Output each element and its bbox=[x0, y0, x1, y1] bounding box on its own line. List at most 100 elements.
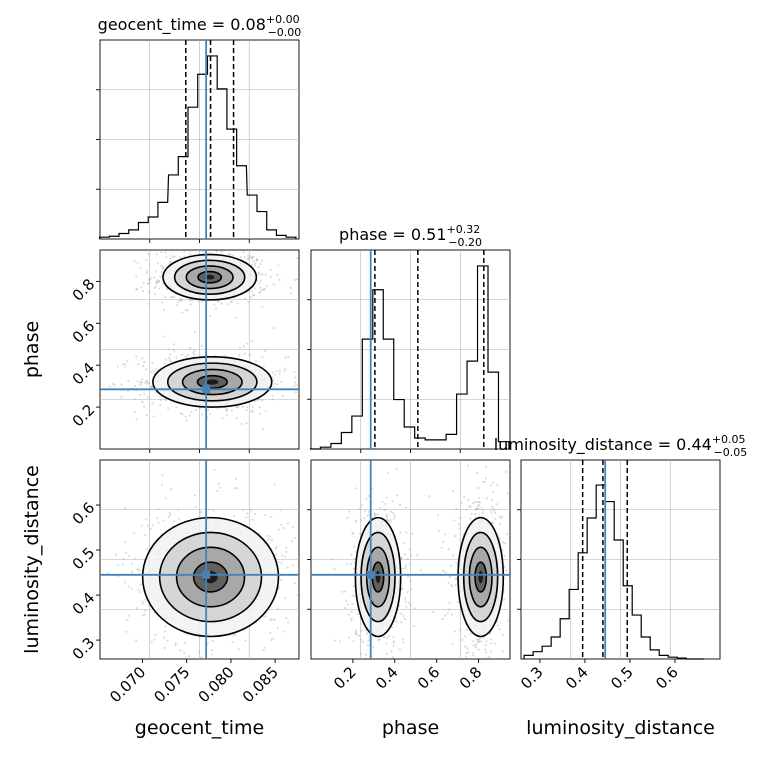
panel2d-geocent-time-vs-phase-sample-point bbox=[235, 405, 238, 409]
panel2d-phase-vs-luminosity-distance-sample-point bbox=[501, 549, 504, 552]
panel2d-geocent-time-vs-phase-sample-point bbox=[258, 273, 261, 276]
panel2d-geocent-time-vs-luminosity-distance-sample-point bbox=[123, 507, 127, 510]
panel2d-phase-vs-luminosity-distance-sample-point bbox=[353, 557, 356, 561]
panel2d-phase-vs-luminosity-distance-sample-point bbox=[359, 652, 362, 656]
hist-phase-title-sub: −0.20 bbox=[448, 236, 482, 249]
panel2d-geocent-time-vs-phase-sample-point bbox=[274, 382, 277, 385]
panel2d-phase-vs-luminosity-distance-sample-point bbox=[485, 497, 489, 500]
panel2d-geocent-time-vs-phase-sample-point bbox=[135, 418, 138, 421]
panel2d-geocent-time-vs-luminosity-distance-sample-point bbox=[123, 541, 127, 544]
panel2d-phase-vs-luminosity-distance-sample-point bbox=[396, 494, 399, 497]
panel2d-phase-vs-luminosity-distance-sample-point bbox=[445, 662, 447, 664]
panel2d-geocent-time-vs-phase-sample-point bbox=[254, 359, 257, 363]
panel2d-geocent-time-vs-phase-sample-point bbox=[283, 369, 286, 373]
panel2d-phase-vs-luminosity-distance-sample-point bbox=[489, 484, 492, 487]
panel2d-phase-vs-luminosity-distance-sample-point bbox=[465, 508, 468, 511]
panel2d-phase-vs-luminosity-distance-sample-point bbox=[455, 562, 458, 565]
panel2d-phase-vs-luminosity-distance-sample-point bbox=[389, 510, 392, 513]
panel2d-phase-vs-luminosity-distance-sample-point bbox=[364, 653, 367, 656]
panel2d-phase-vs-luminosity-distance-sample-point bbox=[378, 507, 382, 510]
panel2d-geocent-time-vs-phase-sample-point bbox=[167, 348, 170, 351]
panel2d-geocent-time-vs-phase-sample-point bbox=[184, 309, 187, 312]
panel2d-phase-vs-luminosity-distance-sample-point bbox=[505, 569, 508, 572]
panel2d-geocent-time-vs-luminosity-distance-sample-point bbox=[282, 527, 285, 530]
panel2d-phase-vs-luminosity-distance-sample-point bbox=[383, 657, 386, 659]
panel2d-phase-vs-luminosity-distance-sample-point bbox=[500, 516, 503, 520]
panel2d-geocent-time-vs-luminosity-distance-sample-point bbox=[285, 550, 288, 554]
panel2d-phase-vs-luminosity-distance-xlabel: phase bbox=[382, 717, 439, 739]
panel2d-geocent-time-vs-luminosity-distance-truth-marker bbox=[202, 570, 211, 579]
panel2d-geocent-time-vs-phase-sample-point bbox=[145, 271, 148, 275]
panel2d-geocent-time-vs-phase-sample-point bbox=[216, 248, 218, 250]
panel2d-phase-vs-luminosity-distance-sample-point bbox=[367, 639, 370, 642]
panel2d-geocent-time-vs-luminosity-distance-sample-point bbox=[187, 655, 191, 658]
hist-luminosity-distance-xtick-label: 0.3 bbox=[517, 663, 547, 693]
panel2d-geocent-time-vs-phase-sample-point bbox=[260, 399, 264, 402]
hist-phase-bin bbox=[383, 339, 393, 449]
panel2d-geocent-time-vs-luminosity-distance-xtick-label: 0.075 bbox=[150, 663, 193, 706]
panel2d-geocent-time-vs-luminosity-distance-sample-point bbox=[150, 641, 154, 644]
panel2d-phase-vs-luminosity-distance-sample-point bbox=[494, 511, 497, 515]
panel2d-geocent-time-vs-luminosity-distance-sample-point bbox=[157, 521, 160, 525]
panel2d-geocent-time-vs-phase-sample-point bbox=[152, 276, 156, 279]
panel2d-phase-vs-luminosity-distance-sample-point bbox=[489, 508, 493, 511]
panel2d-geocent-time-vs-phase-sample-point bbox=[247, 301, 250, 304]
panel2d-geocent-time-vs-phase-sample-point bbox=[179, 412, 182, 415]
panel2d-geocent-time-vs-phase-sample-point bbox=[271, 398, 274, 401]
panel2d-phase-vs-luminosity-distance-sample-point bbox=[477, 648, 480, 651]
panel2d-geocent-time-vs-luminosity-distance-sample-point bbox=[155, 517, 159, 520]
panel2d-phase-vs-luminosity-distance-sample-point bbox=[416, 554, 419, 557]
panel2d-geocent-time-vs-phase-sample-point bbox=[253, 287, 256, 290]
panel2d-phase-vs-luminosity-distance-sample-point bbox=[402, 615, 405, 618]
panel2d-phase-vs-luminosity-distance-sample-point bbox=[481, 511, 484, 515]
panel2d-geocent-time-vs-luminosity-distance-sample-point bbox=[293, 537, 297, 540]
panel2d-geocent-time-vs-luminosity-distance-sample-point bbox=[245, 516, 248, 519]
panel2d-phase-vs-luminosity-distance-sample-point bbox=[474, 513, 477, 516]
panel2d-phase-vs-luminosity-distance-sample-point bbox=[405, 605, 408, 609]
panel2d-phase-vs-luminosity-distance-sample-point bbox=[339, 640, 342, 643]
panel2d-phase-vs-luminosity-distance-sample-point bbox=[503, 598, 506, 601]
panel2d-geocent-time-vs-luminosity-distance-sample-point bbox=[164, 497, 167, 500]
panel2d-geocent-time-vs-luminosity-distance-xtick-label: 0.080 bbox=[195, 663, 238, 706]
panel2d-geocent-time-vs-phase-sample-point bbox=[245, 342, 249, 345]
panel2d-phase-vs-luminosity-distance-sample-point bbox=[366, 514, 369, 517]
panel2d-geocent-time-vs-luminosity-distance-xtick-label: 0.070 bbox=[106, 663, 149, 706]
panel2d-geocent-time-vs-phase-sample-point bbox=[186, 308, 189, 312]
panel2d-geocent-time-vs-phase-sample-point bbox=[242, 250, 245, 254]
panel2d-phase-vs-luminosity-distance-sample-point bbox=[411, 533, 414, 536]
panel2d-geocent-time-vs-phase-ytick-label: 0.4 bbox=[69, 359, 99, 389]
panel2d-geocent-time-vs-phase-contour bbox=[181, 368, 243, 396]
panel2d-phase-vs-luminosity-distance-sample-point bbox=[478, 496, 481, 499]
panel2d-geocent-time-vs-luminosity-distance-ylabel: luminosity_distance bbox=[21, 465, 43, 654]
panel2d-geocent-time-vs-luminosity-distance-sample-point bbox=[149, 528, 152, 531]
panel2d-geocent-time-vs-luminosity-distance-sample-point bbox=[141, 600, 144, 603]
panel2d-geocent-time-vs-luminosity-distance-sample-point bbox=[263, 646, 266, 649]
panel2d-geocent-time-vs-phase-sample-point bbox=[192, 351, 195, 354]
panel2d-phase-vs-luminosity-distance-sample-point bbox=[360, 504, 364, 507]
panel2d-phase-vs-luminosity-distance-sample-point bbox=[398, 648, 401, 651]
panel2d-geocent-time-vs-phase-sample-point bbox=[251, 340, 254, 343]
panel2d-geocent-time-vs-phase-sample-point bbox=[189, 299, 192, 302]
panel2d-phase-vs-luminosity-distance-sample-point bbox=[360, 629, 363, 632]
panel2d-phase-vs-luminosity-distance-sample-point bbox=[511, 597, 513, 599]
panel2d-geocent-time-vs-luminosity-distance-sample-point bbox=[82, 585, 84, 587]
panel2d-geocent-time-vs-phase-sample-point bbox=[146, 396, 149, 399]
hist-luminosity-distance-bin bbox=[569, 589, 578, 659]
panel2d-geocent-time-vs-phase-sample-point bbox=[138, 393, 142, 397]
panel2d-geocent-time-vs-phase-sample-point bbox=[280, 380, 283, 384]
panel2d-geocent-time-vs-luminosity-distance-sample-point bbox=[144, 609, 147, 612]
panel2d-geocent-time-vs-luminosity-distance-sample-point bbox=[250, 508, 253, 512]
panel2d-geocent-time-vs-phase-sample-point bbox=[147, 252, 150, 255]
panel2d-phase-vs-luminosity-distance-sample-point bbox=[347, 603, 350, 606]
panel2d-geocent-time-vs-phase-sample-point bbox=[258, 291, 261, 295]
panel2d-phase-vs-luminosity-distance-sample-point bbox=[405, 531, 408, 534]
panel2d-geocent-time-vs-luminosity-distance-sample-point bbox=[274, 553, 277, 557]
panel2d-phase-vs-luminosity-distance-density-level bbox=[375, 570, 381, 584]
panel2d-geocent-time-vs-phase-sample-point bbox=[161, 301, 164, 304]
panel2d-geocent-time-vs-phase-sample-point bbox=[159, 395, 162, 398]
panel2d-geocent-time-vs-phase-sample-point bbox=[150, 386, 153, 389]
panel2d-geocent-time-vs-phase-sample-point bbox=[254, 262, 257, 265]
panel2d-geocent-time-vs-luminosity-distance-sample-point bbox=[194, 505, 197, 509]
panel2d-phase-vs-luminosity-distance-sample-point bbox=[501, 633, 505, 637]
panel2d-geocent-time-vs-phase-sample-point bbox=[160, 251, 163, 254]
